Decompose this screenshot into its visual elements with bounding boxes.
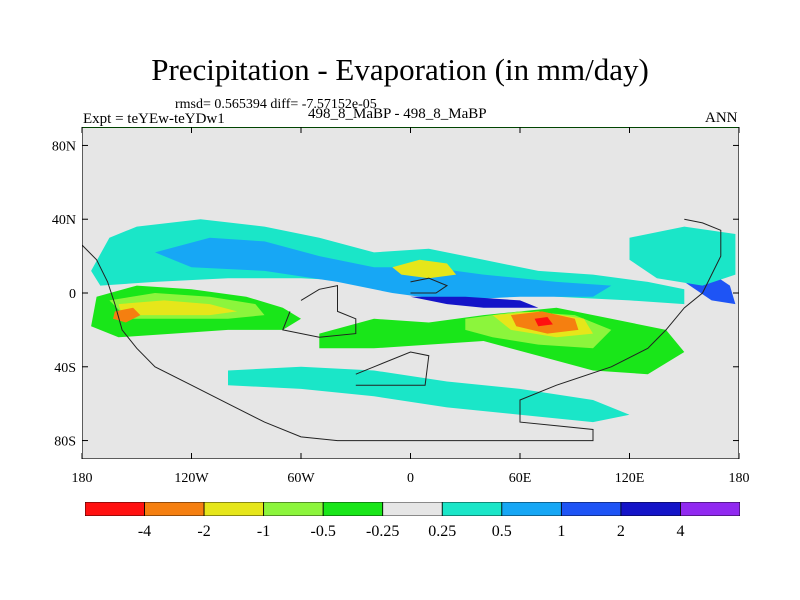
colorbar-level-label: 0.25 [428,523,456,540]
colorbar-cell [620,502,681,516]
colorbar-level-label: 1 [557,523,565,540]
anomaly-region-south-pacific-yellow [118,300,238,316]
colorbar [85,502,740,516]
colorbar-cell [382,502,443,516]
anomaly-region-indian-ocean-red [534,317,553,327]
colorbar-cell [322,502,384,516]
stats-label: rmsd= 0.565394 diff= -7.57152e-05 [175,97,377,112]
case-label: 498_8_MaBP - 498_8_MaBP [308,106,487,122]
y-tick-label: 40S [54,361,76,376]
anomaly-region-north-pacific-yellow [392,259,457,279]
colorbar-level-label: -1 [257,523,270,540]
anomaly-region-equatorial-dark-blue [410,296,539,308]
season-label: ANN [705,110,738,126]
contour-south-continent [355,351,430,386]
anomaly-region-east-pacific-cyan [629,226,736,286]
anomaly-region-north-hemisphere-blue [155,237,612,301]
y-tick-label: 40N [52,213,76,228]
map-plot [82,127,739,459]
x-tick-label: 0 [407,471,414,486]
colorbar-cell [560,502,622,516]
colorbar-level-label: -0.5 [311,523,336,540]
colorbar-level-label: -0.25 [366,523,399,540]
contour-small-island [410,277,449,294]
anomaly-region-south-pacific-orange [113,307,141,323]
x-tick-label: 180 [72,471,93,486]
colorbar-level-label: -4 [138,523,151,540]
colorbar-cell [263,502,324,516]
y-tick-label: 80S [54,435,76,450]
chart-title: Precipitation - Evaporation (in mm/day) [151,52,649,87]
x-tick-label: 120E [615,471,645,486]
colorbar-level-label: -2 [197,523,210,540]
colorbar-cell [85,502,145,516]
experiment-label: Expt = teYEw-teYDw1 [83,111,225,127]
colorbar-level-label: 0.5 [492,523,512,540]
y-tick-label: 80N [52,139,76,154]
colorbar-cell [203,502,265,516]
x-tick-label: 180 [729,471,750,486]
contour-continent-west [82,218,722,442]
contour-central-continent [282,284,357,338]
anomaly-region-southern-cyan-band [228,366,630,423]
x-tick-label: 120W [174,471,209,486]
colorbar-cell [144,502,205,516]
colorbar-cell [680,502,740,516]
y-tick-label: 0 [69,287,76,302]
x-tick-label: 60W [287,471,315,486]
x-tick-label: 60E [509,471,532,486]
colorbar-level-label: 4 [677,523,685,540]
colorbar-level-label: 2 [617,523,625,540]
colorbar-cell [501,502,562,516]
colorbar-cell [441,502,503,516]
